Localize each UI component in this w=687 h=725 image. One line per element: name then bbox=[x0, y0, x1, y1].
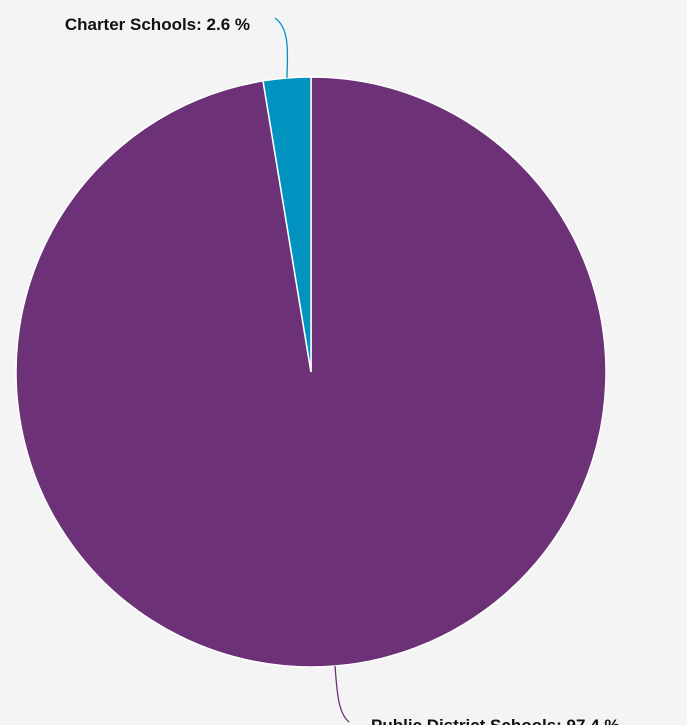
data-label-charter-schools: Charter Schools: 2.6 % bbox=[65, 15, 250, 34]
leader-line-charter-schools bbox=[274, 17, 289, 79]
leader-line-public-district-schools bbox=[334, 665, 350, 723]
data-label-public-district-schools: Public District Schools: 97.4 % bbox=[371, 716, 619, 725]
